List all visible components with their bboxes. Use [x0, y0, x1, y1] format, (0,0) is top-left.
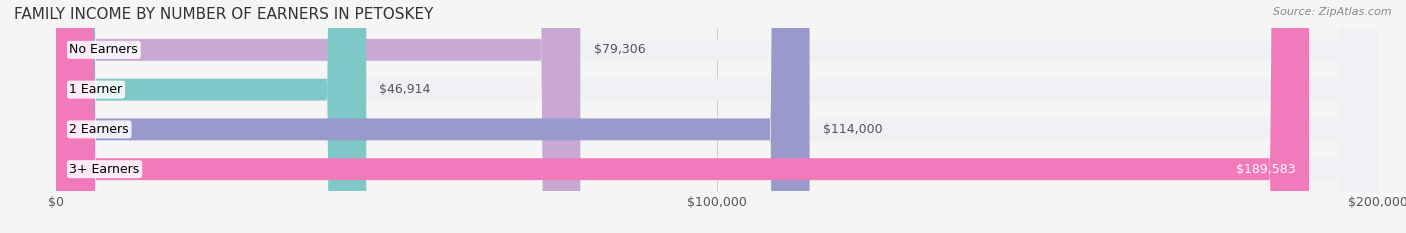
Text: $79,306: $79,306 [593, 43, 645, 56]
FancyBboxPatch shape [56, 0, 1378, 233]
Text: $46,914: $46,914 [380, 83, 430, 96]
Text: 2 Earners: 2 Earners [69, 123, 129, 136]
Text: FAMILY INCOME BY NUMBER OF EARNERS IN PETOSKEY: FAMILY INCOME BY NUMBER OF EARNERS IN PE… [14, 7, 433, 22]
Text: 1 Earner: 1 Earner [69, 83, 122, 96]
FancyBboxPatch shape [56, 0, 366, 233]
Text: 3+ Earners: 3+ Earners [69, 163, 139, 176]
Text: No Earners: No Earners [69, 43, 138, 56]
FancyBboxPatch shape [56, 0, 581, 233]
Text: $114,000: $114,000 [823, 123, 883, 136]
Text: $189,583: $189,583 [1236, 163, 1296, 176]
Text: Source: ZipAtlas.com: Source: ZipAtlas.com [1274, 7, 1392, 17]
FancyBboxPatch shape [56, 0, 1309, 233]
FancyBboxPatch shape [56, 0, 1378, 233]
FancyBboxPatch shape [56, 0, 1378, 233]
FancyBboxPatch shape [56, 0, 1378, 233]
FancyBboxPatch shape [56, 0, 810, 233]
